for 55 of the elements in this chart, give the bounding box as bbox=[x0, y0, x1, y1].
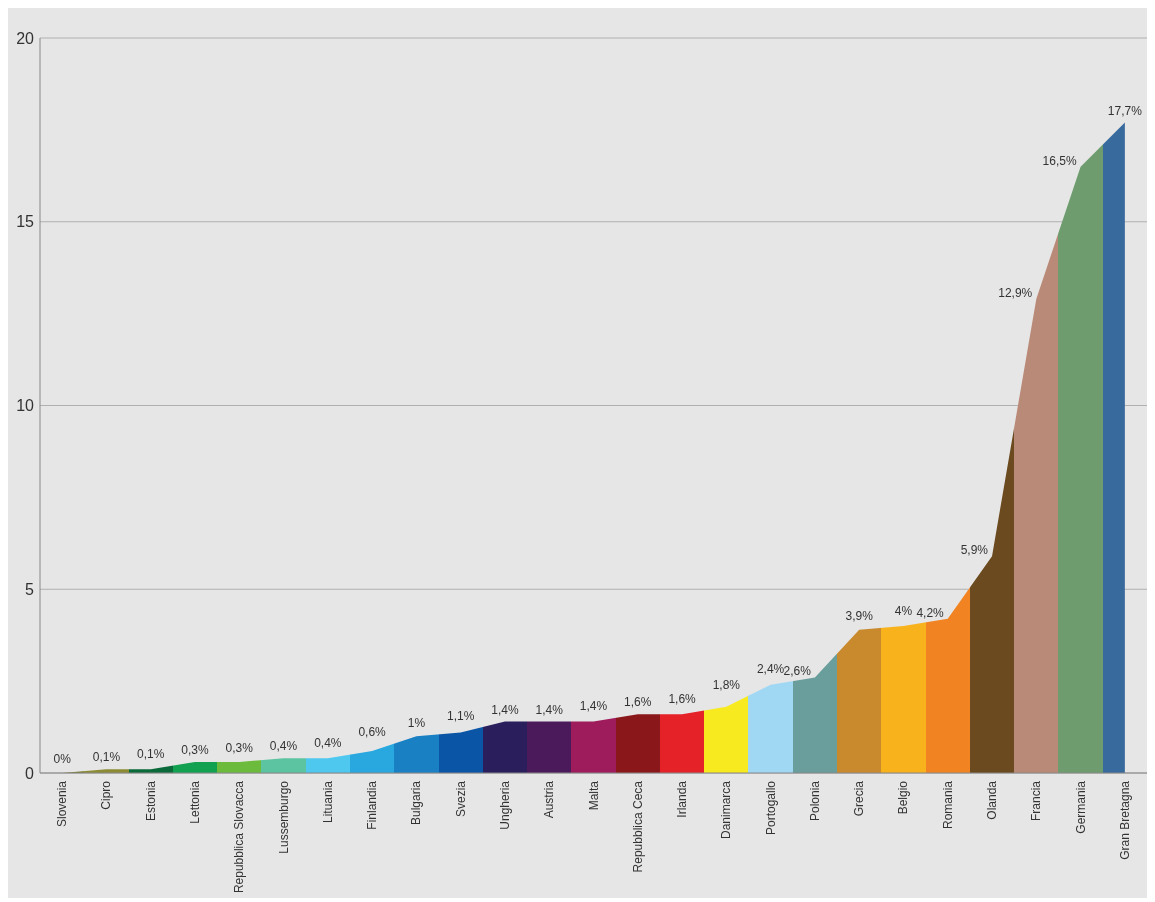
data-label: 1,6% bbox=[668, 691, 697, 706]
x-tick-label: Francia bbox=[1029, 780, 1044, 822]
data-label: 1,4% bbox=[491, 702, 519, 717]
x-tick-label: Repubblica Ceca bbox=[630, 780, 645, 873]
data-label: 1,8% bbox=[712, 677, 741, 692]
data-label: 4% bbox=[894, 603, 913, 618]
data-label: 12,9% bbox=[998, 285, 1033, 300]
data-label: 1,4% bbox=[535, 702, 564, 717]
x-tick-label: Polonia bbox=[807, 780, 822, 822]
x-tick-label: Germania bbox=[1073, 780, 1088, 834]
data-label: 0,6% bbox=[358, 725, 387, 740]
x-tick-label: Cipro bbox=[99, 780, 114, 810]
data-label: 4,2% bbox=[916, 605, 945, 620]
data-label: 1,4% bbox=[579, 699, 608, 714]
data-label: 0,1% bbox=[92, 750, 121, 765]
x-tick-label: Slovenia bbox=[55, 780, 70, 828]
data-label: 0,4% bbox=[269, 739, 298, 754]
data-label: 16,5% bbox=[1042, 153, 1077, 168]
x-tick-label: Romania bbox=[940, 780, 955, 830]
x-tick-label: Bulgaria bbox=[409, 780, 424, 826]
data-label: 2,6% bbox=[783, 664, 812, 679]
x-tick-label: Irlanda bbox=[675, 780, 690, 818]
x-tick-label: Malta bbox=[586, 780, 601, 811]
x-tick-label: Grecia bbox=[852, 780, 867, 817]
x-tick-label: Gran Bretagna bbox=[1117, 780, 1132, 860]
x-tick-label: Portogallo bbox=[763, 780, 778, 836]
x-tick-label: Lituania bbox=[320, 780, 335, 824]
y-tick-label: 10 bbox=[16, 397, 35, 415]
x-tick-label: Austria bbox=[542, 780, 557, 819]
data-label: 0,3% bbox=[181, 742, 209, 757]
data-label: 2,4% bbox=[756, 662, 785, 677]
x-tick-label: Olanda bbox=[985, 780, 1000, 820]
x-tick-label: Repubblica Slovacca bbox=[232, 780, 247, 894]
data-label: 0,3% bbox=[225, 741, 254, 756]
x-tick-label: Finlandia bbox=[365, 780, 380, 830]
x-tick-label: Lussemburgo bbox=[276, 780, 291, 854]
x-tick-label: Svezia bbox=[453, 780, 468, 818]
data-label: 0,1% bbox=[137, 747, 165, 762]
x-tick-label: Belgio bbox=[896, 780, 911, 815]
y-tick-label: 5 bbox=[25, 580, 35, 598]
data-label: 0,4% bbox=[314, 735, 342, 750]
data-label: 1,1% bbox=[446, 708, 475, 723]
data-label: 5,9% bbox=[960, 543, 989, 558]
data-label: 17,7% bbox=[1107, 103, 1143, 118]
data-label: 3,9% bbox=[845, 609, 874, 624]
data-label: 0% bbox=[53, 752, 72, 767]
x-tick-label: Ungheria bbox=[497, 780, 512, 830]
x-tick-label: Danimarca bbox=[719, 780, 734, 840]
y-tick-label: 0 bbox=[25, 764, 35, 782]
x-tick-label: Estonia bbox=[143, 780, 158, 822]
x-tick-label: Lettonia bbox=[187, 780, 202, 824]
y-tick-label: 20 bbox=[16, 29, 35, 47]
data-label: 1,6% bbox=[624, 695, 652, 710]
y-tick-label: 15 bbox=[16, 213, 35, 231]
data-label: 1% bbox=[407, 715, 426, 730]
